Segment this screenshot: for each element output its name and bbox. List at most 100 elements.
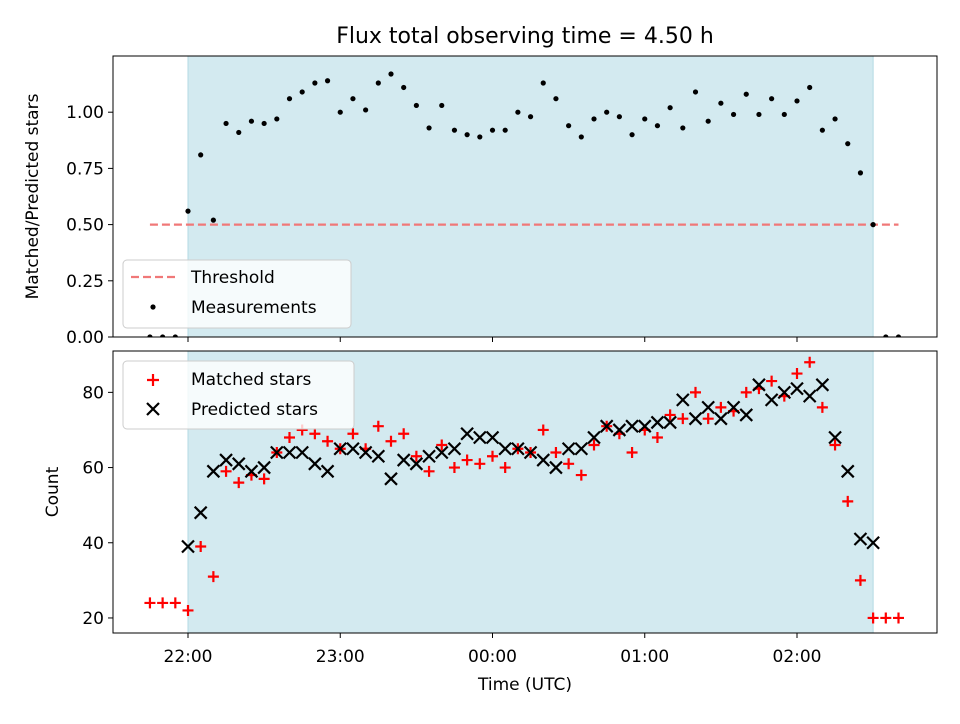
measurement-point [185,208,191,214]
measurement-point [743,91,749,97]
measurement-point [540,80,546,86]
matched-star-marker [880,612,892,624]
predicted-star-marker [409,457,424,471]
matched-star-marker [461,454,473,466]
measurement-point [464,132,470,138]
matched-star-marker [816,401,828,413]
matched-star-marker [182,604,194,616]
x-tick-label: 01:00 [620,647,669,667]
matched-star-marker [842,495,854,507]
matched-star-marker [157,597,169,609]
ratio-y-tick-label: 0.00 [66,328,104,348]
count-legend: Matched stars Predicted stars [122,360,355,430]
measurement-point [857,170,864,176]
matched-star-marker [588,439,600,451]
measurement-point [312,80,318,86]
measurement-point [198,152,204,158]
matched-star-marker [537,424,549,436]
predicted-star-marker [346,441,360,456]
matched-star-marker [677,413,689,425]
predicted-star-marker [650,415,665,430]
measurement-point [274,116,280,122]
predicted-star-marker [244,464,259,479]
measurement-point [172,334,178,337]
count-y-tick-label: 60 [82,459,104,479]
matched-star-marker [690,386,701,398]
matched-star-marker [347,428,359,440]
measurement-point [705,118,711,124]
predicted-star-marker [473,430,487,445]
predicted-star-marker [840,464,855,479]
predicted-star-marker [625,419,639,433]
measurement-point [832,116,838,122]
measurement-point [388,71,394,77]
predicted-star-marker [714,411,728,426]
measurement-point [870,222,876,228]
measurement-point [160,334,166,337]
predicted-star-marker [739,408,754,422]
predicted-star-marker [384,472,398,486]
matched-star-marker [626,447,638,459]
predicted-star-marker [308,457,322,471]
matched-star-marker [207,571,219,583]
matched-star-marker [829,439,841,451]
count-frame [112,350,938,634]
matched-star-marker [436,439,448,451]
measurement-point [629,132,635,138]
measurement-point [147,334,153,337]
measurement-point [680,125,686,131]
x-tick-label: 22:00 [164,647,213,667]
ratio-frame [112,55,938,338]
ratio-y-axis-label: Matched/Predicted stars [23,93,43,299]
predicted-star-marker [815,378,830,392]
matched-star-marker [169,597,181,609]
measurement-point [604,109,610,115]
measurement-point [667,105,673,111]
measurement-point [769,96,775,102]
predicted-star-marker [460,426,474,441]
measurement-point [401,84,407,91]
measurement-point [223,120,229,127]
predicted-star-marker [320,464,335,479]
ratio-y-tick-label: 0.75 [66,159,104,179]
count-series-1 [181,378,880,554]
measurement-point [616,114,622,120]
predicted-star-marker [866,535,880,550]
measurement-point [261,120,267,127]
measurements-legend-label: Measurements [191,298,317,318]
predicted-star-marker [726,400,741,415]
measurement-point [439,102,445,109]
predicted-star-marker [853,532,868,546]
measurement-point [845,141,851,147]
measurement-point [515,109,521,115]
matched-star-marker [474,458,486,470]
predicted-star-marker [511,441,525,456]
matched-star-marker [233,477,245,489]
predicted-star-marker [219,453,233,467]
x-tick-label: 00:00 [468,647,517,667]
predicted-star-marker [498,441,512,456]
matched-star-marker [309,428,321,440]
measurement-point [807,84,813,91]
predicted-star-marker [549,460,563,475]
measurement-point [642,116,648,122]
predicted-star-marker [333,441,348,456]
matched-legend-swatch [147,374,159,386]
measurement-point [375,80,381,86]
measurement-point [553,96,559,102]
measurement-point [566,123,572,129]
matched-star-marker [702,413,714,425]
ratio-y-tick-label: 0.25 [66,272,104,292]
predicted-star-marker [612,423,627,437]
predicted-star-marker [231,457,246,471]
matched-star-marker [867,612,879,624]
ratio-y-tick-label: 0.50 [66,216,104,236]
predicted-star-marker [282,445,297,460]
predicted-star-marker [752,378,766,392]
measurement-point [337,109,343,115]
predicted-star-marker [688,411,703,426]
measurement-point [654,123,661,129]
predicted-star-marker [422,449,436,464]
predicted-star-marker [523,445,538,460]
